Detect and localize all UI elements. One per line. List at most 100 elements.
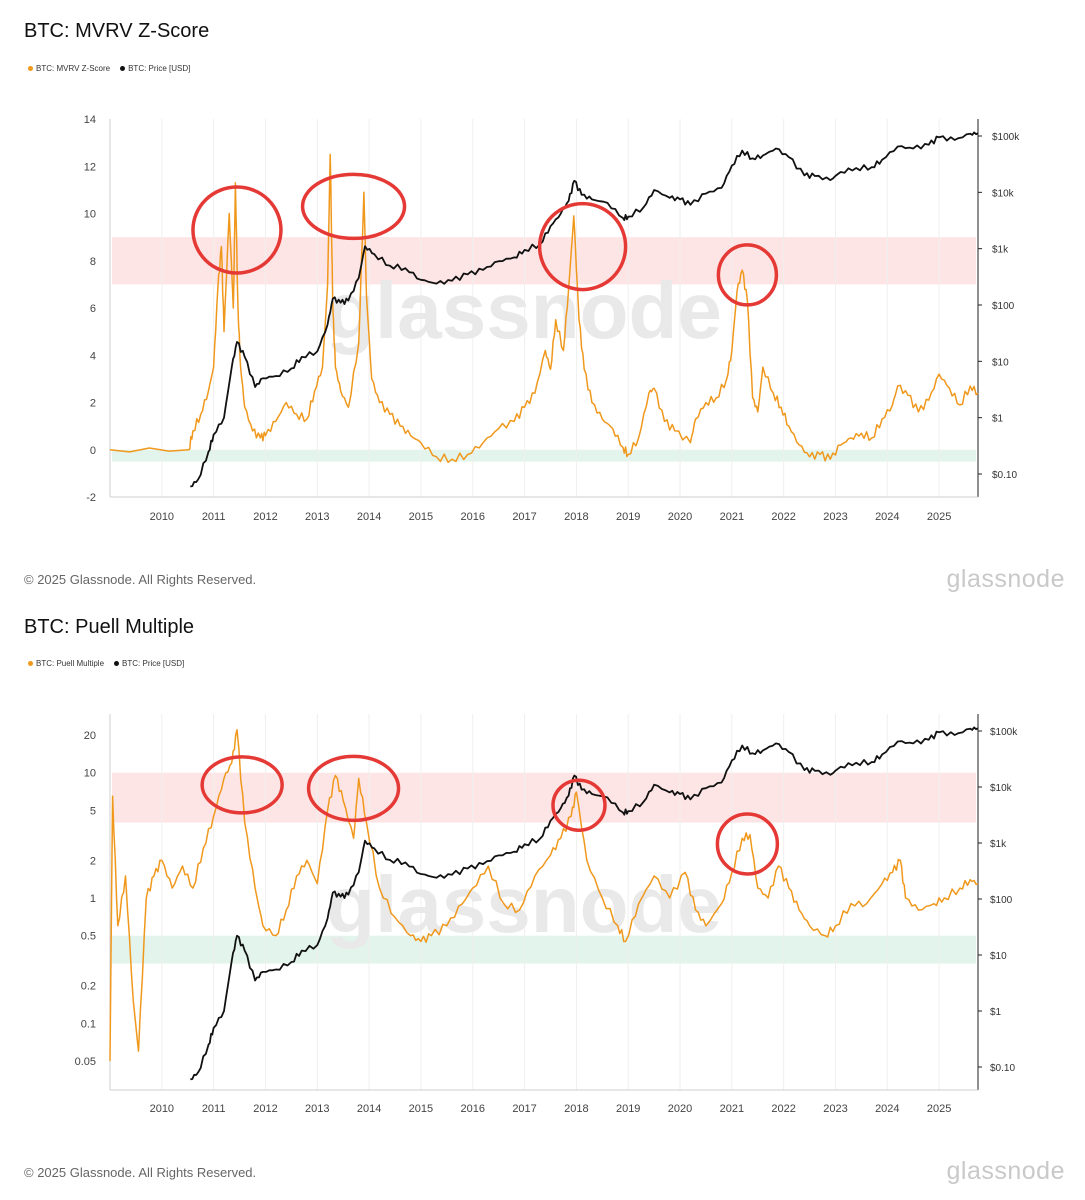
highlight-circle [306,754,401,823]
y-right-tick-label: $10 [990,951,1007,962]
x-tick-label: 2017 [512,1103,536,1115]
copyright-text: © 2025 Glassnode. All Rights Reserved. [24,1165,257,1180]
chart-legend: BTC: MVRV Z-Score BTC: Price [USD] [28,64,190,73]
y-right-tick-label: $10 [992,357,1009,368]
highlight-circle [191,185,283,275]
y-right-tick-label: $100 [992,301,1015,312]
indicator-series-line [109,729,979,1062]
puell-chart[interactable]: glassnode20105210.50.20.10.05$100k$10k$1… [0,0,1085,1160]
highlight-circle [200,755,284,815]
y-left-tick-label: 0.1 [81,1018,96,1030]
x-tick-label: 2018 [564,511,588,523]
y-right-tick-label: $100 [990,895,1013,906]
y-right-tick-label: $100k [990,727,1018,738]
y-right-tick-label: $100k [992,132,1020,143]
x-tick-label: 2014 [357,511,381,523]
indicator-series-line [109,153,979,464]
highlight-circle [300,172,407,241]
y-left-tick-label: 10 [84,768,96,780]
highlight-circle [537,201,628,292]
x-tick-label: 2015 [409,1103,433,1115]
x-tick-label: 2017 [512,511,536,523]
copyright-text: © 2025 Glassnode. All Rights Reserved. [24,572,257,587]
high-zone-band [112,772,976,823]
watermark-text: glassnode [326,860,722,949]
y-left-tick-label: 2 [90,855,96,867]
x-tick-label: 2021 [720,1103,744,1115]
watermark-text: glassnode [326,266,722,355]
x-tick-label: 2011 [202,1103,226,1115]
chart-title: BTC: MVRV Z-Score [24,20,210,42]
price-series-line [190,726,979,1081]
y-left-tick-label: 12 [84,161,96,173]
legend-label: BTC: MVRV Z-Score [36,64,111,73]
y-left-tick-label: 14 [84,114,96,126]
y-left-tick-label: 0.2 [81,981,96,993]
x-tick-label: 2013 [305,1103,329,1115]
y-right-tick-label: $1k [990,839,1007,850]
legend-item-price[interactable]: BTC: Price [USD] [120,64,190,73]
x-tick-label: 2025 [927,1103,951,1115]
legend-item-indicator[interactable]: BTC: MVRV Z-Score [28,64,110,73]
x-tick-label: 2019 [616,1103,640,1115]
x-tick-label: 2010 [150,511,174,523]
y-left-tick-label: -2 [86,492,96,504]
y-left-tick-label: 6 [90,303,96,315]
x-tick-label: 2021 [720,511,744,523]
x-tick-label: 2024 [875,511,899,523]
highlight-circle [551,778,607,832]
x-tick-label: 2024 [875,1103,899,1115]
x-tick-label: 2011 [202,511,226,523]
y-left-tick-label: 20 [84,730,96,742]
legend-label: BTC: Price [USD] [122,659,185,668]
x-tick-label: 2025 [927,511,951,523]
x-tick-label: 2018 [564,1103,588,1115]
y-right-tick-label: $10k [990,783,1013,794]
legend-dot-icon [120,66,126,71]
y-right-tick-label: $10k [992,188,1015,199]
x-tick-label: 2020 [668,1103,692,1115]
chart-legend: BTC: Puell Multiple BTC: Price [USD] [28,659,184,668]
legend-item-price[interactable]: BTC: Price [USD] [114,659,184,668]
x-tick-label: 2020 [668,511,692,523]
x-tick-label: 2010 [150,1103,174,1115]
y-right-tick-label: $1 [990,1007,1002,1018]
x-tick-label: 2012 [253,511,277,523]
mvrv-panel: BTC: MVRV Z-Score BTC: MVRV Z-Score BTC:… [0,0,1085,593]
low-zone-band [112,935,976,964]
y-left-tick-label: 2 [90,398,96,410]
chart-title: BTC: Puell Multiple [24,616,195,638]
legend-dot-icon [28,66,33,71]
x-tick-label: 2013 [305,511,329,523]
plot-area: glassnode20105210.50.20.10.05$100k$10k$1… [75,714,1018,1115]
y-left-tick-label: 0 [90,445,96,457]
x-tick-label: 2012 [253,1103,277,1115]
y-left-tick-label: 5 [90,805,96,817]
highlight-circle [715,812,780,876]
legend-dot-icon [28,661,33,666]
y-left-tick-label: 4 [90,350,96,362]
y-left-tick-label: 0.5 [81,931,96,943]
x-tick-label: 2016 [461,1103,485,1115]
legend-item-indicator[interactable]: BTC: Puell Multiple [28,659,104,668]
y-right-tick-label: $1k [992,245,1009,256]
highlight-circle [716,243,779,307]
y-left-tick-label: 0.05 [75,1056,96,1068]
y-right-tick-label: $0.10 [990,1063,1015,1074]
high-zone-band [112,237,976,285]
x-tick-label: 2019 [616,511,640,523]
x-tick-label: 2015 [409,511,433,523]
plot-area: glassnode 14 12 10 8 6 4 2 0 -2 $100k $10k $1k $100 $1… [84,114,1020,523]
x-tick-label: 2014 [357,1103,381,1115]
legend-dot-icon [114,661,120,666]
y-left-tick-label: 8 [90,256,96,268]
mvrv-chart[interactable]: glassnode 14 12 10 8 6 4 2 0 -2 $100k $10k $1k $100 $1… [0,0,1085,560]
low-zone-band [112,449,976,462]
y-left-tick-label: 10 [84,209,96,221]
x-tick-label: 2022 [771,511,795,523]
y-right-tick-label: $1 [992,414,1004,425]
glassnode-logo: glassnode [946,565,1065,593]
x-tick-label: 2016 [461,511,485,523]
x-tick-label: 2023 [823,1103,847,1115]
x-tick-label: 2022 [771,1103,795,1115]
